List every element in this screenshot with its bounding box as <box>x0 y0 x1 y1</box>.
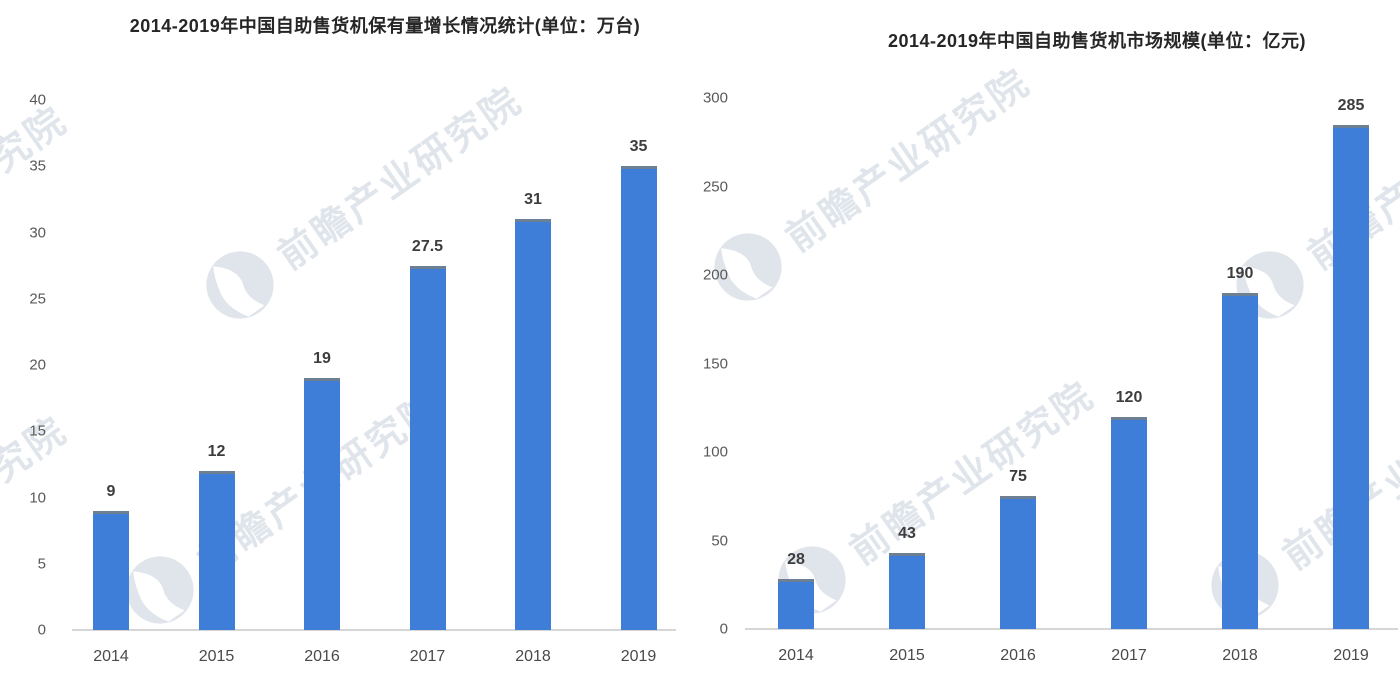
x-tick-label: 2017 <box>409 648 446 665</box>
bar <box>304 378 340 630</box>
bar <box>515 219 551 630</box>
bar-value-label: 43 <box>898 524 916 542</box>
x-tick-label: 2018 <box>515 648 551 665</box>
y-tick-label: 30 <box>29 224 46 241</box>
bar <box>93 510 129 630</box>
x-tick-label: 2016 <box>304 648 340 665</box>
bar-value-label: 9 <box>106 482 116 500</box>
bar-value-label: 120 <box>1115 388 1143 406</box>
y-tick-label: 40 <box>29 91 46 109</box>
bar <box>409 265 446 630</box>
y-tick-label: 150 <box>702 355 728 372</box>
bar <box>1000 496 1036 629</box>
y-tick-label: 5 <box>37 555 46 573</box>
y-tick-label: 20 <box>29 356 46 374</box>
x-tick-label: 2016 <box>1000 647 1036 664</box>
bar <box>198 471 235 630</box>
bar <box>1111 416 1147 629</box>
bar <box>1222 292 1258 629</box>
y-tick-label: 0 <box>719 620 728 638</box>
y-tick-label: 50 <box>711 532 728 549</box>
x-axis-line <box>72 629 676 631</box>
x-axis-line <box>745 628 1398 630</box>
x-tick-label: 2014 <box>93 648 129 665</box>
x-tick-label: 2014 <box>778 647 814 664</box>
bar <box>889 552 925 629</box>
x-tick-label: 2018 <box>1222 647 1258 664</box>
bar <box>778 579 814 629</box>
bar-value-label: 35 <box>629 138 648 156</box>
bar <box>1333 124 1369 629</box>
bar-value-label: 27.5 <box>411 237 444 255</box>
bar-value-label: 12 <box>207 443 226 460</box>
bar <box>620 166 657 630</box>
y-tick-label: 250 <box>702 178 728 195</box>
x-tick-label: 2015 <box>198 648 235 665</box>
y-tick-label: 100 <box>702 443 728 461</box>
chart-title: 2014-2019年中国自助售货机保有量增长情况统计(单位：万台) <box>129 16 641 36</box>
y-tick-label: 10 <box>29 489 46 506</box>
bar-value-label: 75 <box>1009 468 1027 486</box>
bar-value-label: 28 <box>787 551 805 569</box>
bar-value-label: 19 <box>313 350 331 368</box>
chart-title: 2014-2019年中国自助售货机市场规模(单位：亿元) <box>887 31 1307 51</box>
bar-value-label: 285 <box>1337 96 1365 114</box>
x-tick-label: 2019 <box>620 648 657 665</box>
bar-value-label: 31 <box>524 191 542 209</box>
y-tick-label: 35 <box>29 157 46 175</box>
bar-value-label: 190 <box>1226 264 1254 282</box>
y-tick-label: 25 <box>29 290 46 308</box>
x-tick-label: 2017 <box>1111 647 1147 664</box>
x-tick-label: 2015 <box>889 647 925 664</box>
y-tick-label: 200 <box>702 266 728 284</box>
y-tick-label: 300 <box>702 89 728 107</box>
y-tick-label: 0 <box>37 621 46 639</box>
x-tick-label: 2019 <box>1333 647 1369 664</box>
y-tick-label: 15 <box>29 422 46 440</box>
